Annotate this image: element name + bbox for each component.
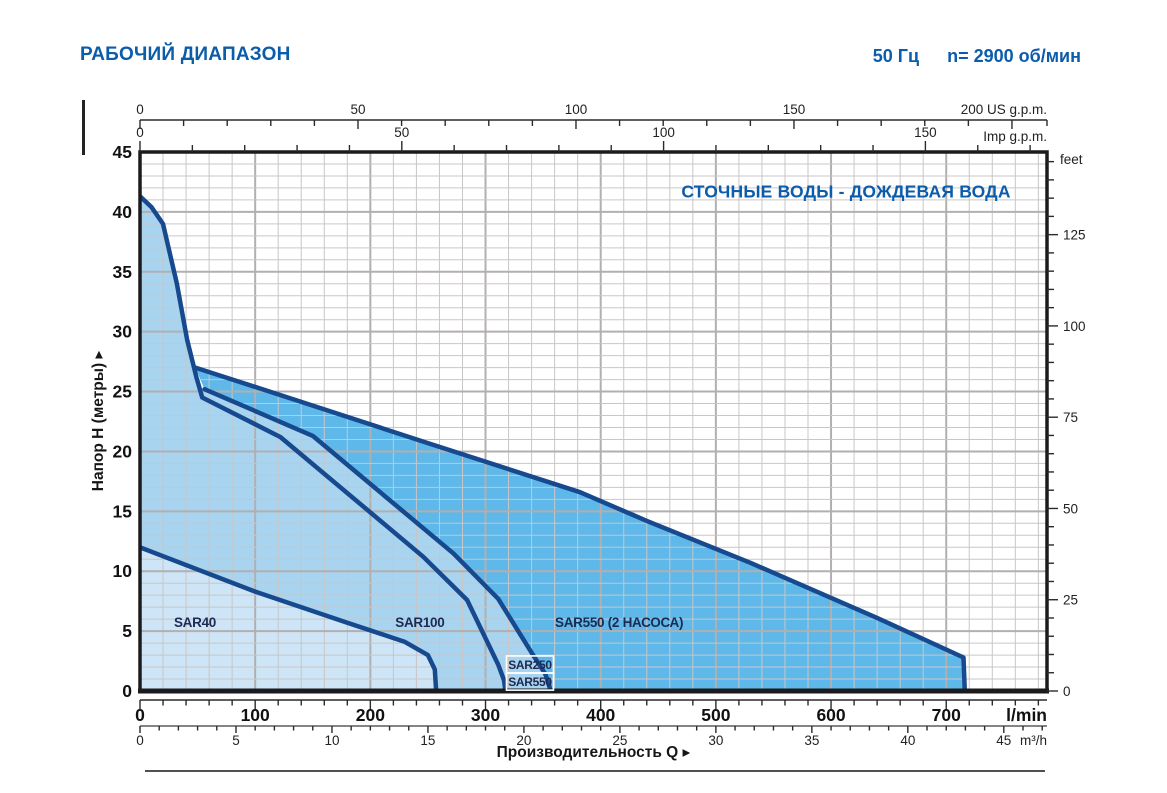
region-sar250-sar550 <box>202 389 550 691</box>
series-label-sar100: SAR100 <box>395 615 444 630</box>
curve-sar40 <box>140 545 439 691</box>
chart-annotation-title: СТОЧНЫЕ ВОДЫ - ДОЖДЕВАЯ ВОДА <box>681 181 1011 201</box>
page-title: РАБОЧИЙ ДИАПАЗОН <box>80 44 291 65</box>
imp-gpm-tick-label: 150 <box>914 125 937 140</box>
lmin-tick-label: 0 <box>135 705 145 725</box>
m3h-tick-label: 35 <box>804 733 819 748</box>
grid <box>140 152 1047 691</box>
feet-unit-label: feet <box>1060 152 1083 167</box>
curves <box>140 194 967 691</box>
metres-tick-label: 45 <box>113 142 133 162</box>
lmin-tick-label: 300 <box>471 705 500 725</box>
header-specs: 50 Гц n= 2900 об/мин <box>873 46 1081 67</box>
series-label-sar250-sar550: SAR550 <box>508 675 552 689</box>
x-axis-title: Производительность Q ▸ <box>497 744 691 761</box>
us-gpm-tick-label: 0 <box>136 102 144 117</box>
m3h-tick-label: 20 <box>516 733 531 748</box>
metres-tick-label: 0 <box>122 681 132 701</box>
imp-gpm-unit-label: Imp g.p.m. <box>983 129 1047 144</box>
feet-tick-label: 0 <box>1063 684 1071 699</box>
lmin-unit-label: l/min <box>1006 705 1047 725</box>
curve-sar550-2 <box>193 365 967 691</box>
us-gpm-tick-label: 100 <box>565 102 588 117</box>
lmin-tick-label: 600 <box>816 705 845 725</box>
feet-tick-label: 50 <box>1063 501 1078 516</box>
feet-tick-label: 125 <box>1063 228 1086 243</box>
m3h-tick-label: 0 <box>136 733 144 748</box>
us-gpm-tick-label: 50 <box>350 102 365 117</box>
us-gpm-tick-label: 150 <box>783 102 806 117</box>
feet-tick-label: 75 <box>1063 410 1078 425</box>
feet-tick-label: 25 <box>1063 593 1078 608</box>
m3h-unit-label: m³/h <box>1020 733 1047 748</box>
metres-tick-label: 40 <box>113 202 133 222</box>
metres-tick-label: 25 <box>113 382 133 402</box>
metres-tick-label: 30 <box>113 322 133 342</box>
series-label-sar550-2: SAR550 (2 НАСОСА) <box>555 615 683 630</box>
imp-gpm-tick-label: 100 <box>652 125 675 140</box>
curve-sar250-sar550 <box>202 386 553 691</box>
lmin-tick-label: 200 <box>356 705 385 725</box>
imp-gpm-tick-label: 0 <box>136 125 144 140</box>
m3h-tick-label: 45 <box>996 733 1011 748</box>
m3h-tick-label: 40 <box>900 733 915 748</box>
m3h-tick-label: 15 <box>420 733 435 748</box>
plot-labels: СТОЧНЫЕ ВОДЫ - ДОЖДЕВАЯ ВОДА SAR550 (2 НА… <box>174 181 1011 691</box>
m3h-tick-label: 5 <box>232 733 240 748</box>
m3h-tick-label: 10 <box>324 733 339 748</box>
lmin-tick-label: 400 <box>586 705 615 725</box>
lmin-tick-label: 500 <box>701 705 730 725</box>
feet-tick-label: 100 <box>1063 319 1086 334</box>
y-axis-title: Напор H (метры) ▸ <box>90 351 107 492</box>
m3h-tick-label: 30 <box>708 733 723 748</box>
series-label-box-sar250-sar550 <box>505 672 555 691</box>
metres-tick-label: 15 <box>113 501 133 521</box>
series-label-sar40: SAR40 <box>174 615 216 630</box>
regions <box>140 196 965 691</box>
axis-feet: 0 25 50 75 100 125 feet <box>1047 152 1086 699</box>
curve-sar100 <box>140 194 508 691</box>
metres-tick-label: 35 <box>113 262 133 282</box>
region-sar550-2 <box>195 367 965 691</box>
lmin-tick-label: 100 <box>241 705 270 725</box>
m3h-tick-label: 25 <box>612 733 627 748</box>
page-edge-mark <box>82 100 85 155</box>
region-sar100 <box>140 196 506 691</box>
metres-tick-label: 20 <box>113 441 133 461</box>
axis-bottom: 0 100 200 300 400 500 600 700 l/min 0 5 10 15 20 25 30 3… <box>135 699 1047 772</box>
axis-top: 0 50 100 150 200 US g.p.m. 0 50 100 150 Imp g.p.m… <box>136 102 1048 152</box>
series-label-sar250-sar550: SAR250 <box>508 658 552 672</box>
speed-label: n= 2900 об/мин <box>947 46 1081 66</box>
imp-gpm-tick-label: 50 <box>394 125 409 140</box>
us-gpm-unit-label: 200 US g.p.m. <box>961 102 1047 117</box>
metres-tick-label: 5 <box>122 621 132 641</box>
frequency-label: 50 Гц <box>872 46 920 66</box>
axis-metres: 0 5 10 15 20 25 30 35 40 45 Напор H (метры) ▸ <box>90 142 132 701</box>
lmin-tick-label: 700 <box>932 705 961 725</box>
metres-tick-label: 10 <box>113 561 133 581</box>
